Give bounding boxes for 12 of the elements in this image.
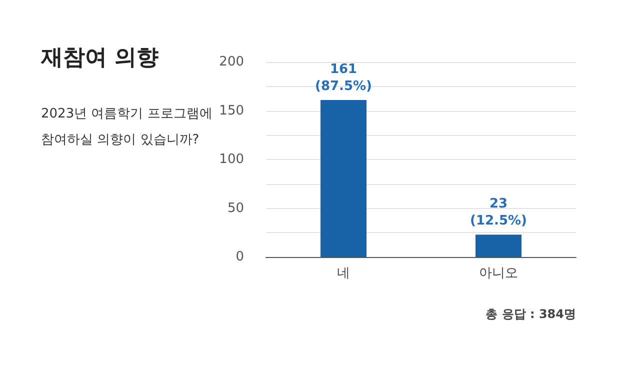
x-tick-label: 아니오 (479, 266, 518, 281)
data-label: 23 (12.5%) (470, 196, 527, 229)
text: 총 응답 : 384명 (486, 307, 576, 321)
y-tick-label: 200 (219, 54, 244, 70)
chart-title: 재참여 의향 (40, 46, 159, 70)
y-tick-label: 150 (219, 103, 244, 118)
y-tick-label: 0 (236, 250, 244, 264)
text: 2023년 여름학기 프로그램에 참여하실 의향이 있습니까? (41, 106, 212, 148)
data-label: 161 (87.5%) (315, 62, 372, 94)
y-tick-label: 100 (219, 152, 244, 167)
x-tick-label: 네 (337, 266, 350, 281)
y-tick-label: 50 (227, 200, 244, 216)
